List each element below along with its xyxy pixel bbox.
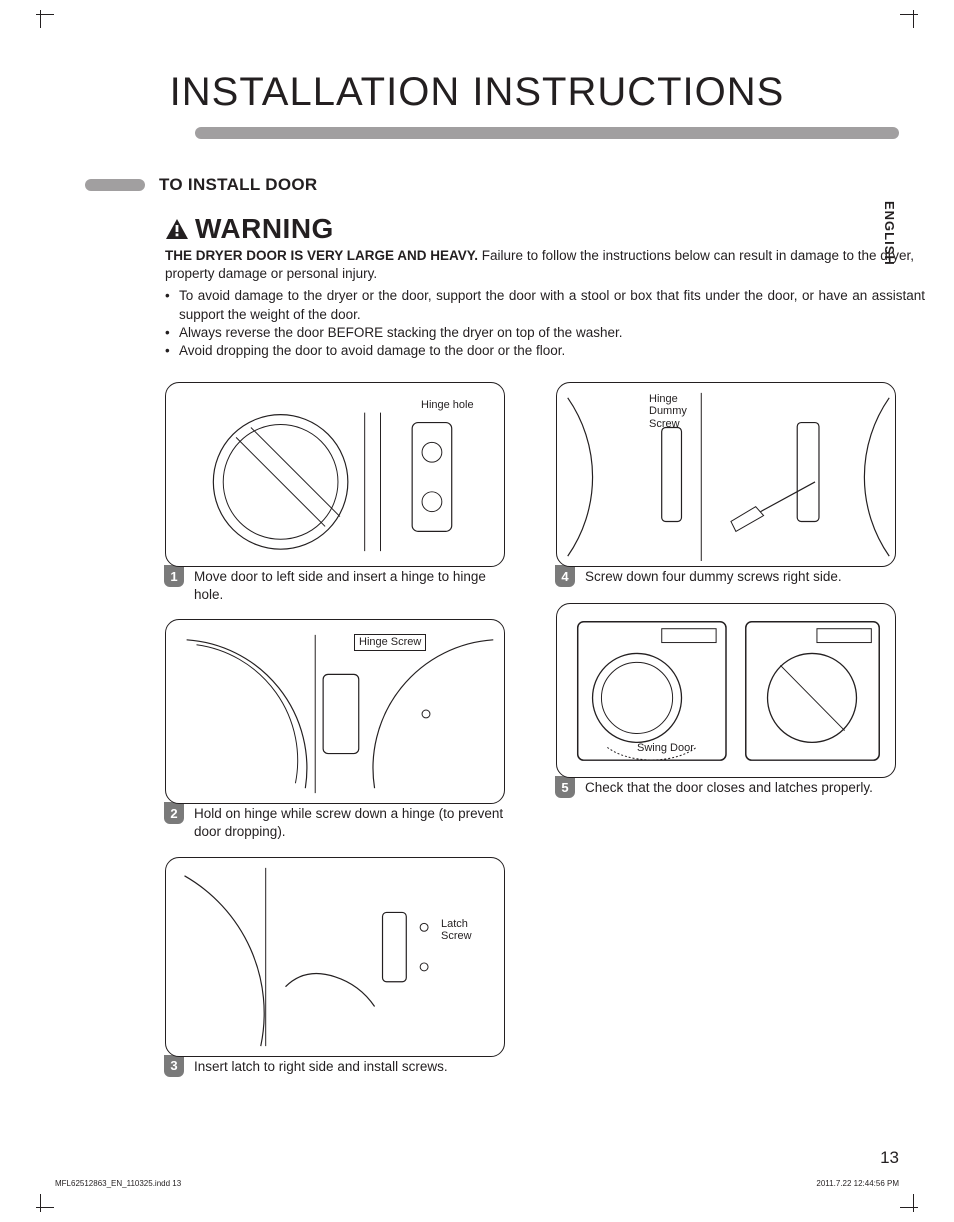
figure-label: Hinge Screw — [354, 634, 426, 650]
crop-mark-bl — [40, 1188, 60, 1208]
step-4-figure: HingeDummyScrew — [556, 382, 896, 567]
warning-lead-text: THE DRYER DOOR IS VERY LARGE AND HEAVY. … — [165, 247, 925, 283]
steps-column-left: Hinge hole 1 Move door to left side and … — [165, 382, 508, 1092]
step-caption: Check that the door closes and latches p… — [585, 776, 873, 797]
step-caption: Insert latch to right side and install s… — [194, 1055, 448, 1076]
step-2-figure: Hinge Screw — [165, 619, 505, 804]
step-1: Hinge hole 1 Move door to left side and … — [165, 382, 508, 603]
step-3: LatchScrew 3 Insert latch to right side … — [165, 857, 508, 1077]
warning-lead-bold: THE DRYER DOOR IS VERY LARGE AND HEAVY. — [165, 248, 478, 263]
step-caption: Move door to left side and insert a hing… — [194, 565, 508, 603]
steps-column-right: HingeDummyScrew 4 Screw down four dummy … — [556, 382, 899, 1092]
step-2: Hinge Screw 2 Hold on hinge while screw … — [165, 619, 508, 840]
step-3-figure: LatchScrew — [165, 857, 505, 1057]
section-header: TO INSTALL DOOR — [55, 175, 899, 195]
diagram-illustration — [557, 383, 895, 566]
crop-mark-tl — [40, 14, 60, 34]
steps-grid: Hinge hole 1 Move door to left side and … — [165, 382, 899, 1092]
step-number-badge: 5 — [555, 776, 575, 798]
warning-block: WARNING THE DRYER DOOR IS VERY LARGE AND… — [165, 213, 925, 360]
page-title: INSTALLATION INSTRUCTIONS — [55, 70, 899, 115]
crop-mark-tr — [894, 14, 914, 34]
step-5-figure: Swing Door — [556, 603, 896, 778]
figure-label: HingeDummyScrew — [649, 393, 687, 429]
step-number-badge: 2 — [164, 802, 184, 824]
warning-bullet-list: To avoid damage to the dryer or the door… — [165, 287, 925, 360]
warning-heading-text: WARNING — [195, 213, 334, 245]
section-title: TO INSTALL DOOR — [159, 175, 317, 195]
step-number-badge: 3 — [164, 1055, 184, 1077]
step-5: Swing Door 5 Check that the door closes … — [556, 603, 899, 798]
step-4: HingeDummyScrew 4 Screw down four dummy … — [556, 382, 899, 587]
page-content: INSTALLATION INSTRUCTIONS TO INSTALL DOO… — [55, 40, 899, 1182]
step-number-badge: 1 — [164, 565, 184, 587]
diagram-illustration — [166, 858, 504, 1056]
figure-label: Swing Door — [637, 742, 694, 754]
step-1-figure: Hinge hole — [165, 382, 505, 567]
crop-mark-br — [894, 1188, 914, 1208]
step-caption: Hold on hinge while screw down a hinge (… — [194, 802, 508, 840]
footer-timestamp: 2011.7.22 12:44:56 PM — [816, 1179, 899, 1188]
title-divider — [55, 127, 899, 141]
warning-bullet: Avoid dropping the door to avoid damage … — [165, 342, 925, 360]
figure-label: LatchScrew — [441, 918, 472, 942]
step-number-badge: 4 — [555, 565, 575, 587]
figure-label: Hinge hole — [421, 399, 474, 411]
footer-filename: MFL62512863_EN_110325.indd 13 — [55, 1179, 181, 1188]
step-caption: Screw down four dummy screws right side. — [585, 565, 842, 586]
page-number: 13 — [880, 1148, 899, 1168]
warning-triangle-icon — [165, 218, 189, 240]
diagram-illustration — [166, 620, 504, 803]
warning-bullet: Always reverse the door BEFORE stacking … — [165, 324, 925, 342]
section-pill-icon — [85, 179, 145, 191]
language-tab: ENGLISH — [879, 195, 900, 272]
warning-bullet: To avoid damage to the dryer or the door… — [165, 287, 925, 323]
diagram-illustration — [557, 604, 895, 777]
